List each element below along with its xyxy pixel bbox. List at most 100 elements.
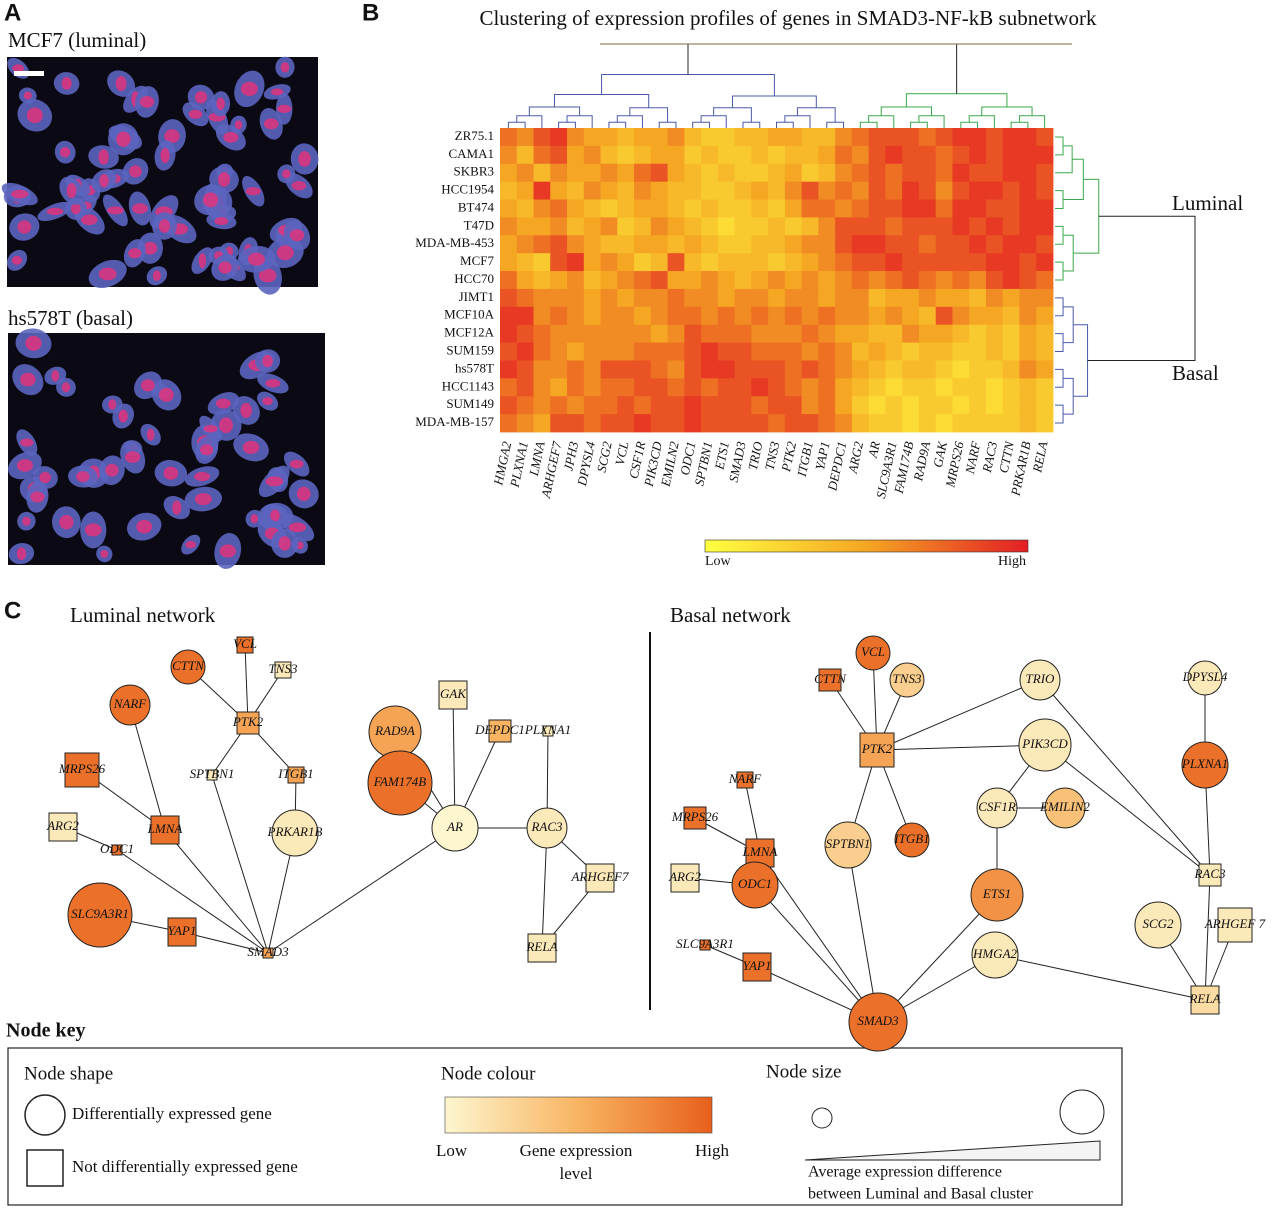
heat-cell — [1036, 253, 1054, 272]
heat-cell — [768, 396, 786, 415]
heat-cell — [701, 396, 719, 415]
heat-cell — [851, 217, 870, 236]
heat-cell — [717, 306, 736, 326]
node-label: RAC3 — [530, 819, 563, 834]
heat-cell — [1002, 342, 1020, 361]
heat-cell — [918, 342, 937, 361]
nucleus — [263, 118, 279, 130]
nucleus — [288, 522, 307, 533]
heat-cell — [784, 378, 803, 397]
nucleus — [214, 217, 229, 226]
nucleus — [215, 398, 231, 409]
heat-cell — [533, 288, 551, 308]
heat-cell — [650, 324, 668, 343]
heat-cell — [650, 360, 668, 379]
dendrogram — [601, 74, 775, 96]
heat-cell — [985, 378, 1004, 397]
heat-cell — [801, 378, 819, 397]
heat-cell — [617, 378, 635, 397]
heat-cell — [751, 360, 769, 379]
heat-cell — [935, 145, 953, 165]
heat-cell — [768, 145, 786, 165]
heat-cell — [1036, 163, 1054, 183]
dendrogram — [905, 93, 1008, 107]
heat-cell — [533, 414, 551, 433]
dendrogram — [1063, 306, 1074, 344]
heat-cell — [885, 414, 903, 433]
heat-cell — [1002, 163, 1020, 183]
node-label: LMNA — [742, 844, 778, 859]
heat-cell — [567, 217, 585, 236]
nucleus — [16, 459, 33, 472]
heat-cell — [1019, 128, 1037, 147]
nucleus — [125, 451, 141, 463]
node-label: PTK2 — [232, 714, 264, 729]
heat-cell — [667, 253, 685, 272]
nucleus — [234, 120, 243, 130]
node — [970, 868, 1024, 922]
heat-cell — [868, 414, 886, 433]
heat-cell — [935, 181, 953, 200]
nucleus — [270, 509, 280, 522]
nucleus — [218, 172, 231, 187]
node — [274, 661, 292, 679]
heat-cell — [868, 199, 886, 218]
heat-cell — [969, 306, 987, 326]
heat-cell — [835, 271, 853, 290]
heat-cell — [701, 271, 719, 290]
heat-cell — [801, 199, 819, 218]
dendrogram — [528, 106, 581, 116]
edge — [847, 844, 879, 1023]
heat-cell — [835, 181, 853, 200]
heat-cell — [650, 145, 668, 165]
nucleus — [200, 444, 214, 456]
heat-cell — [1036, 396, 1054, 415]
node — [1198, 863, 1222, 887]
heat-cell — [717, 235, 736, 254]
nucleus — [23, 91, 32, 100]
nucleus — [11, 189, 29, 199]
nucleus — [194, 471, 211, 482]
heat-cell — [885, 360, 903, 379]
heat-cell — [550, 235, 568, 254]
heat-cell — [617, 145, 635, 165]
heat-cell — [667, 324, 685, 343]
image-caption: hs578T (basal) — [8, 306, 133, 330]
heat-cell — [801, 396, 819, 415]
nucleus — [136, 519, 153, 534]
heat-cell — [868, 253, 886, 272]
heat-cell — [684, 288, 702, 308]
heat-cell — [701, 253, 719, 272]
dendrogram — [558, 121, 576, 128]
heat-cell — [885, 199, 903, 218]
edge — [116, 849, 269, 954]
dendrogram — [1063, 158, 1084, 201]
heat-cell — [650, 253, 668, 272]
heat-cell — [600, 324, 618, 343]
node — [236, 711, 260, 735]
nucleus — [22, 516, 31, 526]
heat-cell — [985, 163, 1004, 183]
heat-cell — [567, 199, 585, 218]
heat-cell — [634, 396, 652, 415]
heat-cell — [583, 217, 601, 236]
heat-cell — [952, 235, 970, 254]
heat-cell — [918, 253, 937, 272]
heat-cell — [500, 342, 518, 361]
heat-cell — [701, 342, 719, 361]
heat-cell — [768, 235, 786, 254]
column-label: RAC3 — [979, 440, 1000, 475]
dendrogram — [880, 106, 933, 116]
heat-cell — [717, 324, 736, 343]
dendrogram — [692, 121, 710, 128]
heat-cell — [717, 414, 736, 433]
heat-cell — [550, 396, 568, 415]
heat-cell — [650, 199, 668, 218]
heat-cell — [500, 217, 518, 236]
edge — [754, 884, 879, 1023]
heat-cell — [1019, 235, 1037, 254]
row-label: MDA-MB-453 — [415, 235, 494, 250]
heat-cell — [667, 342, 685, 361]
dendrogram — [1073, 178, 1100, 254]
heat-cell — [634, 271, 652, 290]
